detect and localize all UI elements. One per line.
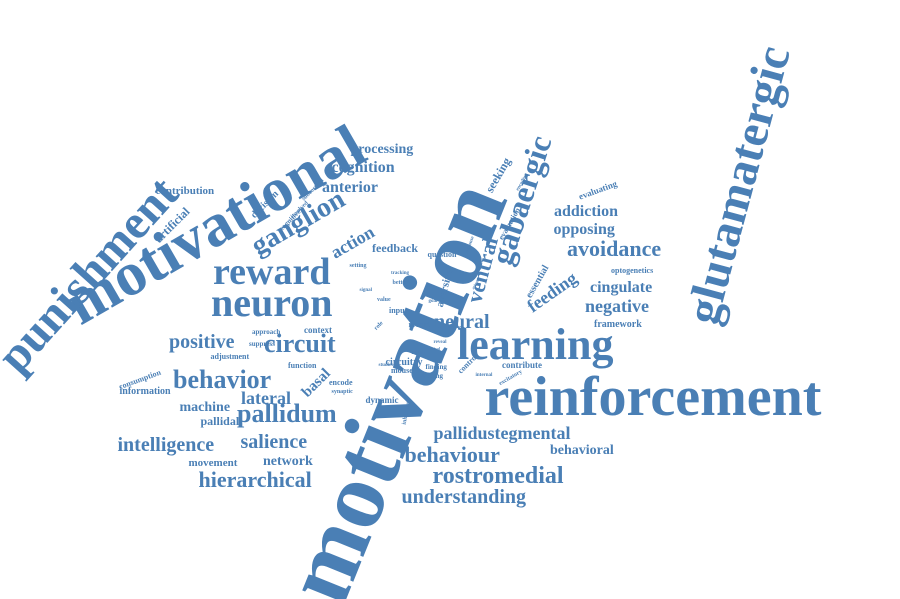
word-adjustment: adjustment bbox=[210, 352, 250, 361]
word-learning: learning bbox=[457, 320, 614, 369]
word-machine: machine bbox=[179, 400, 231, 415]
word-result: result bbox=[411, 350, 427, 356]
word-feedback: feedback bbox=[372, 241, 418, 255]
word-optogenetics: optogenetics bbox=[611, 266, 654, 275]
word-signal: signal bbox=[359, 287, 373, 293]
word-negative: negative bbox=[585, 296, 649, 316]
word-action: action bbox=[326, 221, 378, 263]
word-suppress: suppress bbox=[249, 339, 275, 348]
word-opposing: opposing bbox=[553, 221, 615, 238]
word-reveal: reveal bbox=[433, 339, 447, 345]
word-framework: framework bbox=[594, 319, 642, 330]
word-goal: goal bbox=[428, 298, 438, 304]
word-salience: salience bbox=[240, 431, 308, 453]
word-contribution: contribution bbox=[155, 184, 215, 197]
word-dynamic: dynamic bbox=[365, 394, 399, 405]
word-synaptic: synaptic bbox=[331, 389, 353, 395]
word-intelligence: intelligence bbox=[117, 434, 215, 456]
word-lateral: lateral bbox=[241, 388, 291, 408]
word-tracking: tracking bbox=[391, 270, 410, 276]
word-avoidance: avoidance bbox=[567, 236, 662, 261]
word-processing: processing bbox=[350, 142, 414, 157]
word-approach: approach bbox=[252, 327, 281, 336]
word-addiction: addiction bbox=[554, 203, 619, 220]
word-input: input bbox=[389, 306, 408, 315]
word-behavioral: behavioral bbox=[550, 443, 614, 458]
word-circuitry: circuitry bbox=[385, 357, 423, 368]
word-rostromedial: rostromedial bbox=[432, 463, 564, 489]
word-circuit: circuit bbox=[264, 329, 336, 358]
word-context: context bbox=[304, 324, 332, 335]
word-pallidum: pallidum bbox=[237, 399, 337, 428]
word-value: value bbox=[377, 297, 391, 303]
word-critical: critical bbox=[428, 346, 440, 351]
word-movement: movement bbox=[188, 456, 238, 469]
word-positive: positive bbox=[169, 331, 235, 353]
word-question: question bbox=[427, 250, 457, 259]
word-anterior: anterior bbox=[322, 179, 378, 196]
word-recent: recent bbox=[408, 320, 430, 329]
word-neural: neural bbox=[434, 311, 490, 333]
word-pallidustegmental: pallidustegmental bbox=[433, 423, 571, 443]
word-better: better bbox=[392, 280, 408, 286]
word-reward: reward bbox=[213, 251, 331, 293]
word-function: function bbox=[288, 361, 317, 370]
word-neuron: neuron bbox=[211, 280, 333, 325]
word-information: information bbox=[119, 386, 171, 397]
word-studies: studies bbox=[378, 362, 394, 368]
word-internal: internal bbox=[475, 372, 493, 378]
word-behavior: behavior bbox=[173, 365, 272, 394]
word-cingulate: cingulate bbox=[590, 279, 653, 296]
word-encode: encode bbox=[329, 378, 353, 387]
word-cognition: cognition bbox=[331, 159, 395, 176]
word-pallidal: pallidal bbox=[200, 414, 240, 428]
word-understanding: understanding bbox=[401, 486, 527, 508]
word-setting: setting bbox=[349, 263, 367, 269]
word-mouse: mouse bbox=[391, 366, 413, 375]
word-hierarchical: hierarchical bbox=[198, 467, 312, 492]
word-behaviour: behaviour bbox=[404, 442, 500, 467]
word-glutamatergic: glutamatergic bbox=[675, 40, 801, 330]
word-making: making bbox=[420, 371, 444, 380]
word-network: network bbox=[263, 454, 313, 469]
word-evaluating: evaluating bbox=[577, 177, 619, 202]
word-contribute: contribute bbox=[502, 359, 542, 370]
word-reinforcement: reinforcement bbox=[484, 366, 822, 428]
word-finding: finding bbox=[425, 362, 447, 371]
